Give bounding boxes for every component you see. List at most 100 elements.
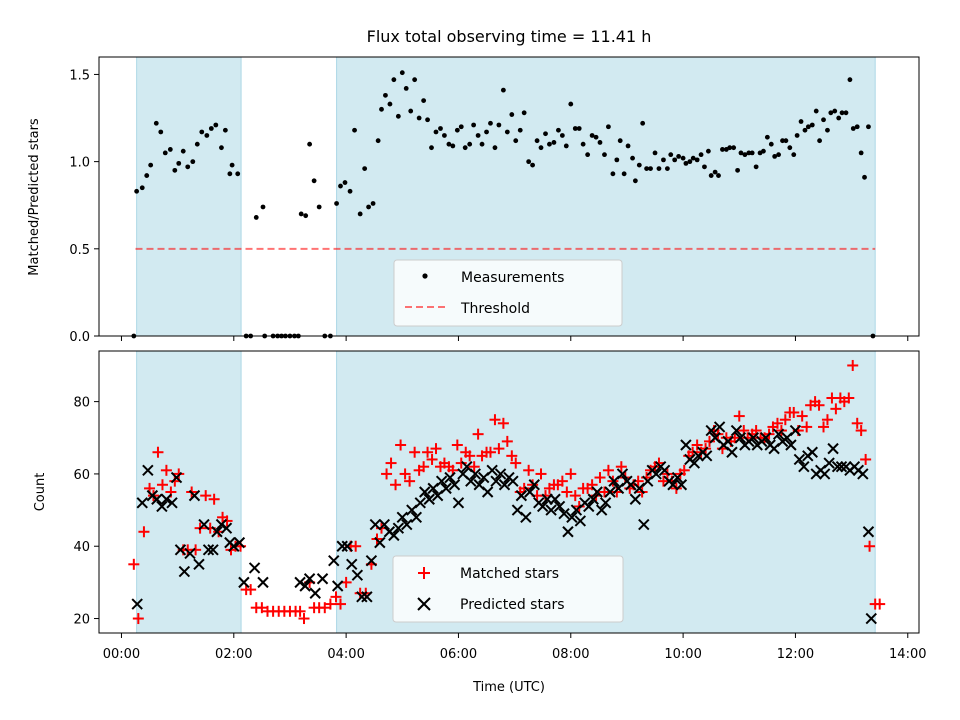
measurement-point-58 bbox=[399, 70, 405, 76]
x-tick-label-6: 12:00 bbox=[777, 647, 814, 662]
matched-star-80 bbox=[501, 435, 513, 447]
predicted-star-86 bbox=[566, 511, 578, 524]
measurement-point-98 bbox=[568, 101, 574, 107]
measurement-point-22 bbox=[229, 162, 235, 168]
predicted-star-115 bbox=[688, 457, 701, 469]
measurement-point-88 bbox=[526, 159, 532, 165]
predicted-star-157 bbox=[865, 612, 877, 625]
matched-star-116 bbox=[653, 457, 665, 469]
predicted-star-106 bbox=[650, 468, 662, 480]
matched-star-40 bbox=[319, 602, 331, 614]
measurement-point-174 bbox=[858, 150, 864, 156]
measurement-point-59 bbox=[403, 85, 409, 91]
measurement-point-53 bbox=[379, 106, 384, 112]
matched-star-6 bbox=[156, 479, 168, 491]
measurement-point-112 bbox=[625, 143, 631, 149]
measurement-point-114 bbox=[632, 178, 638, 184]
matched-star-26 bbox=[245, 584, 257, 596]
matched-star-63 bbox=[430, 443, 442, 455]
predicted-star-112 bbox=[675, 479, 688, 491]
top-y-tick-label-3: 1.5 bbox=[69, 68, 90, 83]
predicted-star-19 bbox=[220, 522, 233, 534]
measurement-point-120 bbox=[656, 166, 662, 172]
predicted-star-125 bbox=[730, 424, 743, 437]
measurement-point-1 bbox=[134, 188, 140, 194]
predicted-star-29 bbox=[309, 587, 321, 599]
measurement-point-158 bbox=[798, 119, 804, 124]
measurement-point-14 bbox=[194, 141, 200, 147]
matched-star-21 bbox=[221, 515, 233, 527]
predicted-star-2 bbox=[142, 464, 154, 477]
measurement-point-159 bbox=[802, 127, 808, 133]
measurement-point-137 bbox=[720, 147, 725, 152]
measurement-point-165 bbox=[825, 127, 830, 133]
predicted-star-121 bbox=[713, 421, 726, 433]
bottom-legend-box bbox=[392, 555, 624, 623]
measurement-point-54 bbox=[383, 92, 388, 98]
matched-star-46 bbox=[350, 540, 362, 552]
measurement-point-47 bbox=[352, 127, 357, 133]
predicted-star-76 bbox=[524, 486, 536, 498]
predicted-star-28 bbox=[303, 573, 316, 585]
x-tick-label-4: 08:00 bbox=[552, 647, 589, 662]
measurement-point-66 bbox=[433, 129, 439, 135]
matched-star-104 bbox=[602, 464, 614, 476]
matched-star-122 bbox=[678, 464, 690, 476]
measurement-point-172 bbox=[850, 126, 856, 131]
top-y-tick-label-0: 0.0 bbox=[69, 330, 90, 345]
measurement-point-83 bbox=[504, 129, 510, 135]
predicted-star-0 bbox=[131, 598, 143, 610]
predicted-star-118 bbox=[700, 450, 713, 462]
matched-star-144 bbox=[771, 417, 783, 429]
bottom-y-tick-label-2: 60 bbox=[73, 468, 90, 483]
predicted-star-25 bbox=[257, 576, 269, 589]
measurement-point-57 bbox=[395, 113, 401, 119]
predicted-star-79 bbox=[536, 500, 549, 513]
matched-star-146 bbox=[779, 414, 791, 426]
predicted-star-40 bbox=[369, 518, 382, 531]
measurement-point-175 bbox=[862, 174, 867, 180]
legend-matched-marker bbox=[418, 567, 430, 579]
predicted-star-83 bbox=[553, 500, 566, 513]
predicted-star-94 bbox=[599, 497, 612, 509]
predicted-star-95 bbox=[604, 486, 616, 498]
measurement-point-75 bbox=[471, 122, 477, 128]
measurement-point-87 bbox=[521, 110, 527, 116]
bottom-legend: Matched stars Predicted stars bbox=[392, 555, 624, 623]
measurement-point-151 bbox=[772, 153, 778, 159]
x-tick-label-3: 06:00 bbox=[440, 647, 477, 662]
predicted-star-7 bbox=[166, 497, 178, 509]
measurement-point-113 bbox=[630, 155, 635, 161]
predicted-star-103 bbox=[638, 518, 650, 531]
predicted-star-155 bbox=[857, 468, 869, 480]
matched-star-102 bbox=[594, 472, 606, 484]
predicted-star-146 bbox=[818, 468, 831, 480]
predicted-star-140 bbox=[793, 453, 806, 466]
predicted-star-10 bbox=[178, 565, 191, 578]
bottom-y-tick-label-1: 40 bbox=[73, 540, 90, 555]
bottom-y-axis-ticks: 20 40 60 80 bbox=[73, 396, 99, 628]
measurement-points bbox=[131, 70, 876, 339]
legend-predicted-marker bbox=[417, 597, 431, 611]
top-y-axis-label: Matched/Predicted stars bbox=[27, 118, 42, 276]
predicted-star-59 bbox=[452, 497, 465, 509]
measurement-point-115 bbox=[636, 162, 642, 168]
predicted-star-93 bbox=[595, 504, 608, 516]
top-observing-span-0 bbox=[136, 56, 242, 337]
predicted-star-72 bbox=[507, 475, 519, 487]
x-axis-label: Time (UTC) bbox=[472, 680, 545, 695]
predicted-star-37 bbox=[356, 591, 368, 603]
measurement-point-26 bbox=[253, 215, 259, 220]
predicted-star-88 bbox=[574, 515, 587, 527]
predicted-star-6 bbox=[160, 493, 173, 505]
matched-star-72 bbox=[468, 461, 480, 473]
matched-star-73 bbox=[472, 428, 484, 440]
predicted-star-62 bbox=[465, 475, 477, 487]
predicted-star-56 bbox=[440, 482, 452, 495]
predicted-star-44 bbox=[388, 529, 400, 542]
predicted-star-148 bbox=[827, 442, 839, 455]
measurement-point-52 bbox=[375, 138, 381, 144]
predicted-star-85 bbox=[562, 526, 574, 538]
predicted-star-58 bbox=[448, 479, 461, 491]
matched-star-41 bbox=[324, 598, 336, 610]
